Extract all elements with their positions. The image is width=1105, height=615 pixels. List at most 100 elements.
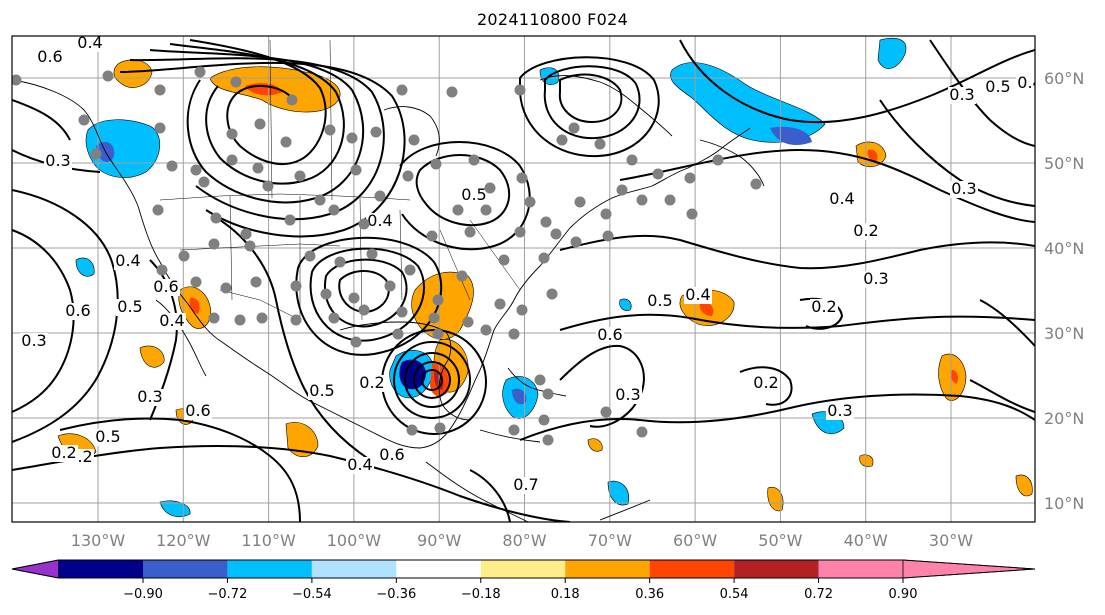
contour-label: 0.4 bbox=[159, 311, 184, 330]
colorbar-tick-label: −0.72 bbox=[208, 587, 248, 602]
contour-label: 0.3 bbox=[863, 269, 888, 288]
observation-dot bbox=[712, 154, 724, 166]
observation-dot bbox=[664, 194, 676, 206]
colorbar-segment bbox=[649, 560, 735, 578]
longitude-tick-label: 30°W bbox=[929, 531, 973, 550]
map-title: 2024110800 F024 bbox=[476, 10, 629, 29]
map-gridlines bbox=[12, 36, 1035, 522]
contour-label: 0.2 bbox=[359, 373, 384, 392]
observation-dot bbox=[102, 70, 114, 82]
observation-dot bbox=[370, 126, 382, 138]
contour-label-background bbox=[826, 403, 854, 420]
observation-dot bbox=[542, 388, 554, 400]
observation-dot bbox=[600, 208, 612, 220]
observation-dot bbox=[546, 288, 558, 300]
contour-label: 0.5 bbox=[647, 291, 672, 310]
observation-dot bbox=[750, 178, 762, 190]
contour-label: 0.2 bbox=[811, 297, 836, 316]
observation-dot bbox=[538, 414, 550, 426]
negative-anomaly-patch bbox=[877, 37, 907, 69]
observation-dot bbox=[156, 264, 168, 276]
latitude-tick-label: 30°N bbox=[1044, 324, 1084, 343]
contour-label: 0.4 bbox=[347, 455, 372, 474]
observation-dot bbox=[324, 124, 336, 136]
observation-dot bbox=[230, 76, 242, 88]
observation-dot bbox=[286, 94, 298, 106]
observation-dot bbox=[514, 226, 526, 238]
strong-positive-anomaly-patch bbox=[867, 149, 878, 162]
observation-dot bbox=[190, 276, 202, 288]
longitude-tick-label: 100°W bbox=[327, 531, 382, 550]
contour-label: 0.2 bbox=[853, 221, 878, 240]
observation-dot bbox=[152, 204, 164, 216]
observation-dot bbox=[226, 128, 238, 140]
contour-label: 0.5 bbox=[117, 297, 142, 316]
observation-dot bbox=[334, 256, 346, 268]
observation-dot bbox=[600, 406, 612, 418]
latitude-tick-label: 60°N bbox=[1044, 69, 1084, 88]
contour-label-background bbox=[984, 79, 1012, 96]
observation-dot bbox=[314, 194, 326, 206]
contour-label: 0.4 bbox=[115, 251, 140, 270]
observation-dot bbox=[250, 276, 262, 288]
colorbar-segment bbox=[227, 560, 312, 578]
observation-dot bbox=[78, 114, 90, 126]
observation-dot bbox=[358, 218, 370, 230]
observation-dot bbox=[256, 312, 268, 324]
plot-frame bbox=[11, 35, 1036, 523]
longitude-tick-label: 120°W bbox=[156, 531, 211, 550]
observation-dot bbox=[194, 66, 206, 78]
colorbar-tick-label: 0.54 bbox=[720, 587, 749, 602]
positive-anomaly-patch bbox=[139, 345, 165, 368]
observation-dot bbox=[262, 180, 274, 192]
observation-dot bbox=[468, 154, 480, 166]
contour-label-background bbox=[94, 429, 122, 446]
observation-dot bbox=[568, 122, 580, 134]
contour-label-background bbox=[64, 303, 92, 320]
observation-dot bbox=[626, 154, 638, 166]
longitude-tick-label: 130°W bbox=[71, 531, 126, 550]
observation-dot bbox=[616, 184, 628, 196]
contour-label: 0.3 bbox=[21, 331, 46, 350]
contour-label: 0.6 bbox=[597, 325, 622, 344]
contour-label-background bbox=[950, 181, 978, 198]
observation-dot bbox=[432, 328, 444, 340]
contour-label: 0.4 bbox=[77, 33, 102, 52]
contour-label-background bbox=[948, 87, 976, 104]
observation-dot bbox=[178, 250, 190, 262]
observation-dot bbox=[208, 238, 220, 250]
observation-dot bbox=[284, 214, 296, 226]
contour-label-background bbox=[378, 447, 406, 464]
contour-label-background bbox=[512, 477, 540, 494]
observation-dot bbox=[328, 312, 340, 324]
contour-label-background bbox=[44, 153, 72, 170]
colorbar-segment bbox=[143, 560, 228, 578]
observation-dot bbox=[320, 288, 332, 300]
observation-dot bbox=[446, 86, 458, 98]
strong-positive-anomaly-patch bbox=[950, 370, 959, 384]
strong-positive-anomaly-patch bbox=[189, 297, 200, 314]
contour-label: 0.5 bbox=[985, 77, 1010, 96]
contour-label-background bbox=[828, 191, 856, 208]
observation-dot bbox=[480, 324, 492, 336]
colorbar-tick-label: 0.36 bbox=[635, 587, 664, 602]
strong-positive-anomaly-patch bbox=[699, 301, 714, 316]
contour-label-background bbox=[614, 387, 642, 404]
observation-dot bbox=[574, 196, 586, 208]
negative-anomaly-patch bbox=[75, 257, 95, 277]
contour-label: 0.2 bbox=[51, 443, 76, 462]
colorbar-segment bbox=[58, 560, 143, 578]
observation-dot bbox=[686, 208, 698, 220]
contour-label-background bbox=[76, 36, 104, 52]
observation-dot bbox=[538, 252, 550, 264]
contour-label-background bbox=[20, 333, 48, 350]
contour-label: 0.3 bbox=[45, 151, 70, 170]
observation-dot bbox=[244, 240, 256, 252]
observation-dot bbox=[524, 196, 536, 208]
observation-dot bbox=[652, 168, 664, 180]
longitude-tick-label: 40°W bbox=[844, 531, 888, 550]
contour-label-background bbox=[596, 327, 624, 344]
positive-anomaly-patch bbox=[1015, 474, 1033, 497]
observation-dot bbox=[384, 280, 396, 292]
observation-dot bbox=[374, 190, 386, 202]
